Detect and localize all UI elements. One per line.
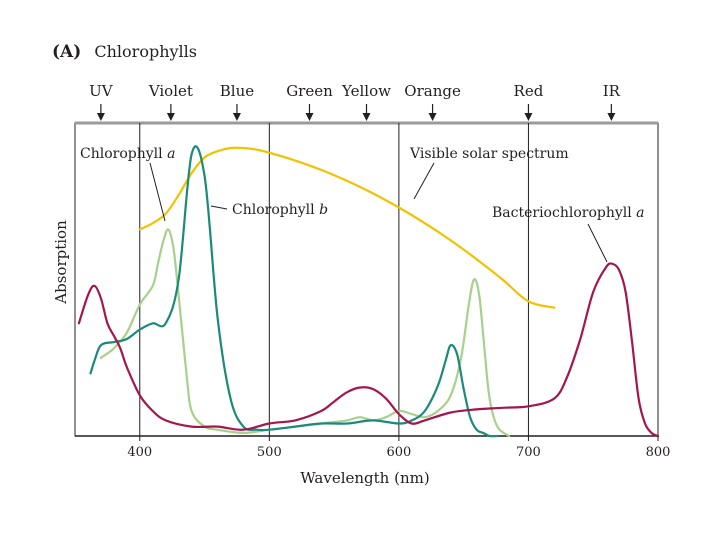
plot-frame: [74, 121, 659, 437]
band-label-ir: IR: [603, 82, 621, 100]
annotation-bacteriochlorophyll-a: Bacteriochlorophyll a: [492, 205, 645, 221]
band-arrow-green: [305, 113, 314, 121]
band-label-green: Green: [286, 82, 333, 100]
series-chlorophyll-a: [99, 228, 511, 438]
band-label-red: Red: [514, 82, 544, 100]
band-arrow-uv: [96, 113, 105, 121]
annotation-bacteriochlorophyll-a-label: Bacteriochlorophyll: [492, 205, 636, 221]
x-tick-label-700: 700: [516, 445, 541, 460]
band-arrow-yellow: [362, 113, 371, 121]
band-label-yellow: Yellow: [341, 82, 391, 100]
band-arrow-blue: [232, 113, 241, 121]
series-group: [77, 145, 660, 438]
series-visible-solar-spectrum: [138, 146, 556, 309]
annotation-chlorophyll-a-letter: a: [167, 146, 175, 162]
chart-title: (A) Chlorophylls: [52, 42, 197, 62]
annotation-solar-spectrum: Visible solar spectrum: [409, 146, 569, 162]
leader-solar-spectrum: [413, 162, 435, 200]
annotation-chlorophyll-b: Chlorophyll b: [232, 202, 328, 218]
annotation-chlorophyll-a: Chlorophyll a: [80, 146, 175, 162]
y-axis-label: Absorption: [52, 220, 70, 305]
annotation-bacteriochlorophyll-a-letter: a: [636, 205, 644, 221]
annotation-chlorophyll-b-letter: b: [319, 202, 328, 218]
band-arrow-orange: [428, 113, 437, 121]
plot-border: [74, 122, 659, 437]
band-labels: UV Violet Blue Green Yellow Orange Red IR: [89, 82, 621, 121]
panel-tag: (A): [52, 42, 81, 62]
x-tick-label-500: 500: [257, 445, 282, 460]
band-label-orange: Orange: [404, 82, 461, 100]
band-label-blue: Blue: [220, 82, 254, 100]
annotation-chlorophyll-b-label: Chlorophyll: [232, 202, 319, 218]
leader-chlorophyll-a: [149, 162, 166, 222]
leader-bacteriochlorophyll-a: [587, 223, 608, 263]
annotations: Chlorophyll a Chlorophyll b Visible sola…: [80, 146, 645, 263]
band-label-violet: Violet: [148, 82, 193, 100]
series-bacteriochlorophyll-a: [77, 262, 660, 438]
band-label-uv: UV: [89, 82, 114, 100]
title-text: Chlorophylls: [94, 42, 197, 61]
band-arrow-red: [524, 113, 533, 121]
x-tick-label-600: 600: [386, 445, 411, 460]
leader-chlorophyll-b: [210, 205, 228, 210]
band-arrow-violet: [166, 113, 175, 121]
x-axis-ticks: 400 500 600 700 800: [127, 436, 670, 460]
x-axis-label: Wavelength (nm): [300, 469, 429, 487]
annotation-chlorophyll-a-label: Chlorophyll: [80, 146, 167, 162]
band-arrow-ir: [607, 113, 616, 121]
x-tick-label-800: 800: [646, 445, 671, 460]
series-chlorophyll-b: [89, 145, 499, 438]
x-tick-label-400: 400: [127, 445, 152, 460]
